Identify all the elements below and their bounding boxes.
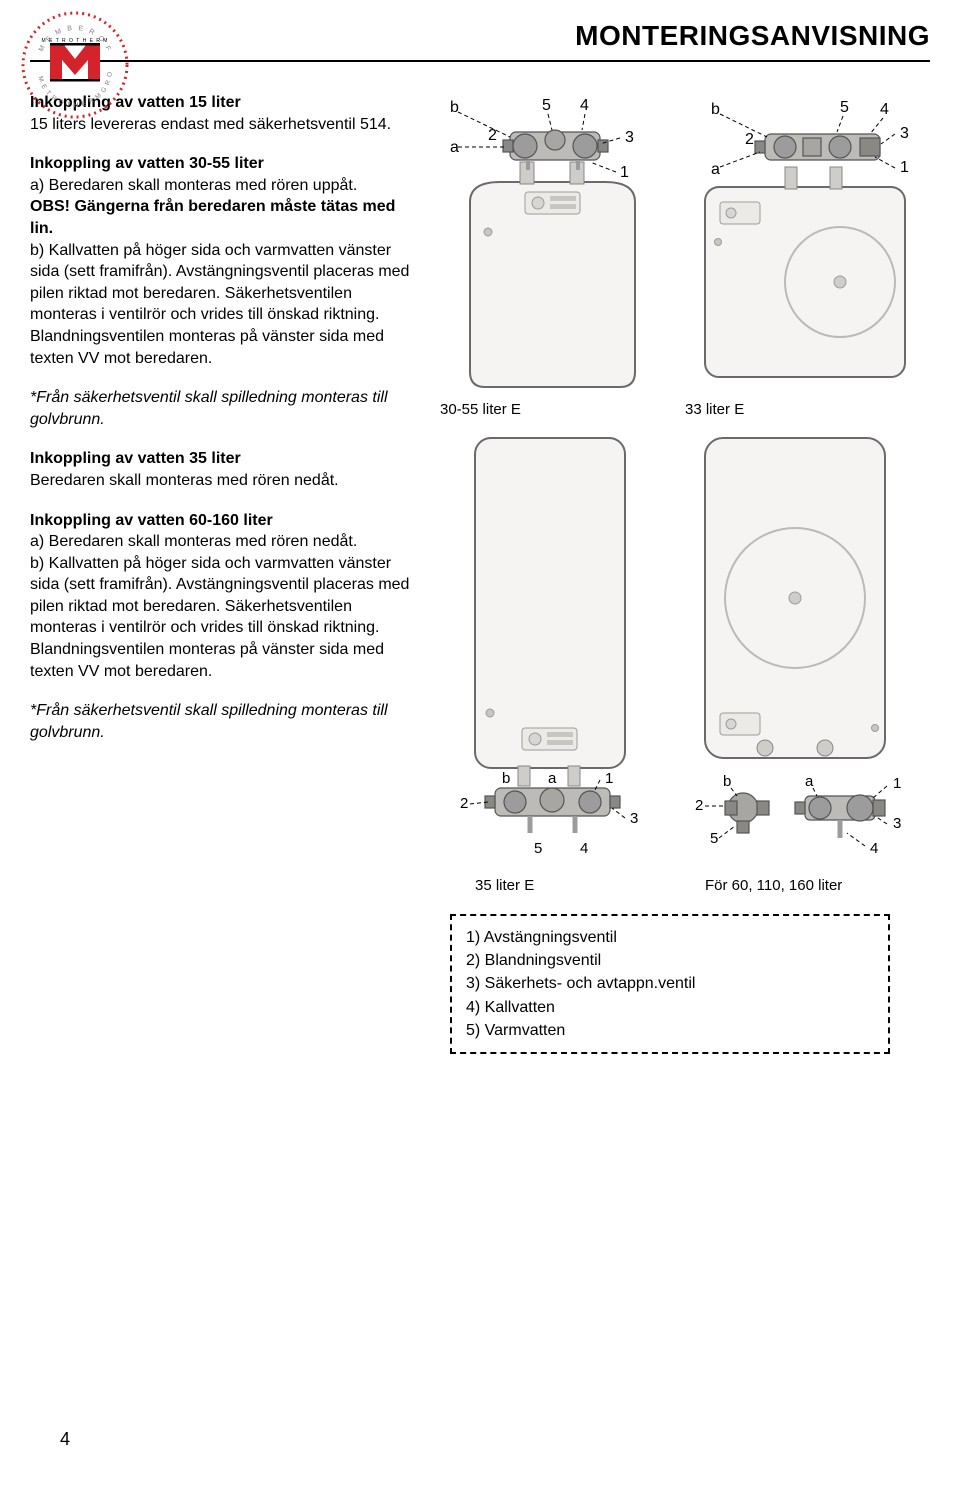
svg-text:1: 1 xyxy=(620,164,629,181)
diagram-35: b a 1 2 3 5 4 35 liter E xyxy=(440,428,655,894)
svg-text:4: 4 xyxy=(580,840,588,857)
section-title: Inkoppling av vatten 35 liter xyxy=(30,448,420,470)
page-number: 4 xyxy=(60,1429,70,1450)
svg-text:1: 1 xyxy=(900,159,909,176)
svg-text:b: b xyxy=(723,773,731,790)
section-60-160l: Inkoppling av vatten 60-160 liter a) Ber… xyxy=(30,510,420,683)
brand-logo: M E M B E R O F M E T R O T H E R M G R … xyxy=(20,10,130,120)
page-header: M E M B E R O F M E T R O T H E R M G R … xyxy=(30,20,930,62)
diagram-caption: 35 liter E xyxy=(475,877,655,894)
section-obs: OBS! Gängerna från beredaren måste tätas… xyxy=(30,196,420,239)
svg-text:1: 1 xyxy=(605,770,613,787)
section-30-55l: Inkoppling av vatten 30-55 liter a) Bere… xyxy=(30,153,420,369)
section-body-b: b) Kallvatten på höger sida och varmvatt… xyxy=(30,553,420,683)
svg-text:b: b xyxy=(502,770,510,787)
obs-text: OBS! Gängerna från beredaren måste tätas… xyxy=(30,198,395,237)
svg-text:5: 5 xyxy=(534,840,542,857)
diagram-caption: För 60, 110, 160 liter xyxy=(705,877,915,894)
diagram-30-55: b a 2 5 4 3 1 30-55 liter E xyxy=(440,92,665,418)
svg-text:5: 5 xyxy=(840,99,849,116)
diagram-column: b a 2 5 4 3 1 30-55 liter E xyxy=(440,92,930,1054)
note: *Från säkerhetsventil skall spilledning … xyxy=(30,387,420,430)
svg-text:5: 5 xyxy=(710,830,718,847)
svg-text:a: a xyxy=(711,161,720,178)
legend-item: 3) Säkerhets- och avtappn.ventil xyxy=(466,972,874,995)
svg-text:2: 2 xyxy=(460,795,468,812)
page-title: MONTERINGSANVISNING xyxy=(30,20,930,52)
legend-item: 5) Varmvatten xyxy=(466,1019,874,1042)
svg-text:3: 3 xyxy=(630,810,638,827)
svg-text:2: 2 xyxy=(695,797,703,814)
section-body: Beredaren skall monteras med rören nedåt… xyxy=(30,470,420,492)
svg-text:a: a xyxy=(450,139,459,156)
svg-text:a: a xyxy=(805,773,814,790)
section-body-a: a) Beredaren skall monteras med rören up… xyxy=(30,175,420,197)
svg-text:5: 5 xyxy=(542,97,551,114)
legend-item: 2) Blandningsventil xyxy=(466,949,874,972)
svg-text:b: b xyxy=(450,99,459,116)
svg-text:3: 3 xyxy=(900,125,909,142)
section-title: Inkoppling av vatten 30-55 liter xyxy=(30,153,420,175)
section-body-a: a) Beredaren skall monteras med rören ne… xyxy=(30,531,420,553)
svg-text:a: a xyxy=(548,770,557,787)
section-body-b: b) Kallvatten på höger sida och varmvatt… xyxy=(30,240,420,370)
svg-text:M E T R O T H E R M: M E T R O T H E R M xyxy=(42,38,109,44)
diagram-33: b a 2 5 4 3 1 33 liter E xyxy=(685,92,920,418)
svg-text:4: 4 xyxy=(580,97,589,114)
section-title: Inkoppling av vatten 60-160 liter xyxy=(30,510,420,532)
diagram-caption: 30-55 liter E xyxy=(440,401,665,418)
legend-item: 1) Avstängningsventil xyxy=(466,926,874,949)
legend-box: 1) Avstängningsventil 2) Blandningsventi… xyxy=(450,914,890,1054)
svg-text:2: 2 xyxy=(745,131,754,148)
svg-text:4: 4 xyxy=(870,840,878,857)
section-35l: Inkoppling av vatten 35 liter Beredaren … xyxy=(30,448,420,491)
diagram-caption: 33 liter E xyxy=(685,401,920,418)
svg-text:3: 3 xyxy=(625,129,634,146)
diagram-60-160: b a 1 2 5 3 4 xyxy=(675,428,915,894)
text-column: Inkoppling av vatten 15 liter 15 liters … xyxy=(30,92,420,1054)
note: *Från säkerhetsventil skall spilledning … xyxy=(30,700,420,743)
legend-item: 4) Kallvatten xyxy=(466,996,874,1019)
svg-text:4: 4 xyxy=(880,101,889,118)
svg-text:b: b xyxy=(711,101,720,118)
svg-text:2: 2 xyxy=(488,127,497,144)
svg-text:1: 1 xyxy=(893,775,901,792)
svg-text:3: 3 xyxy=(893,815,901,832)
